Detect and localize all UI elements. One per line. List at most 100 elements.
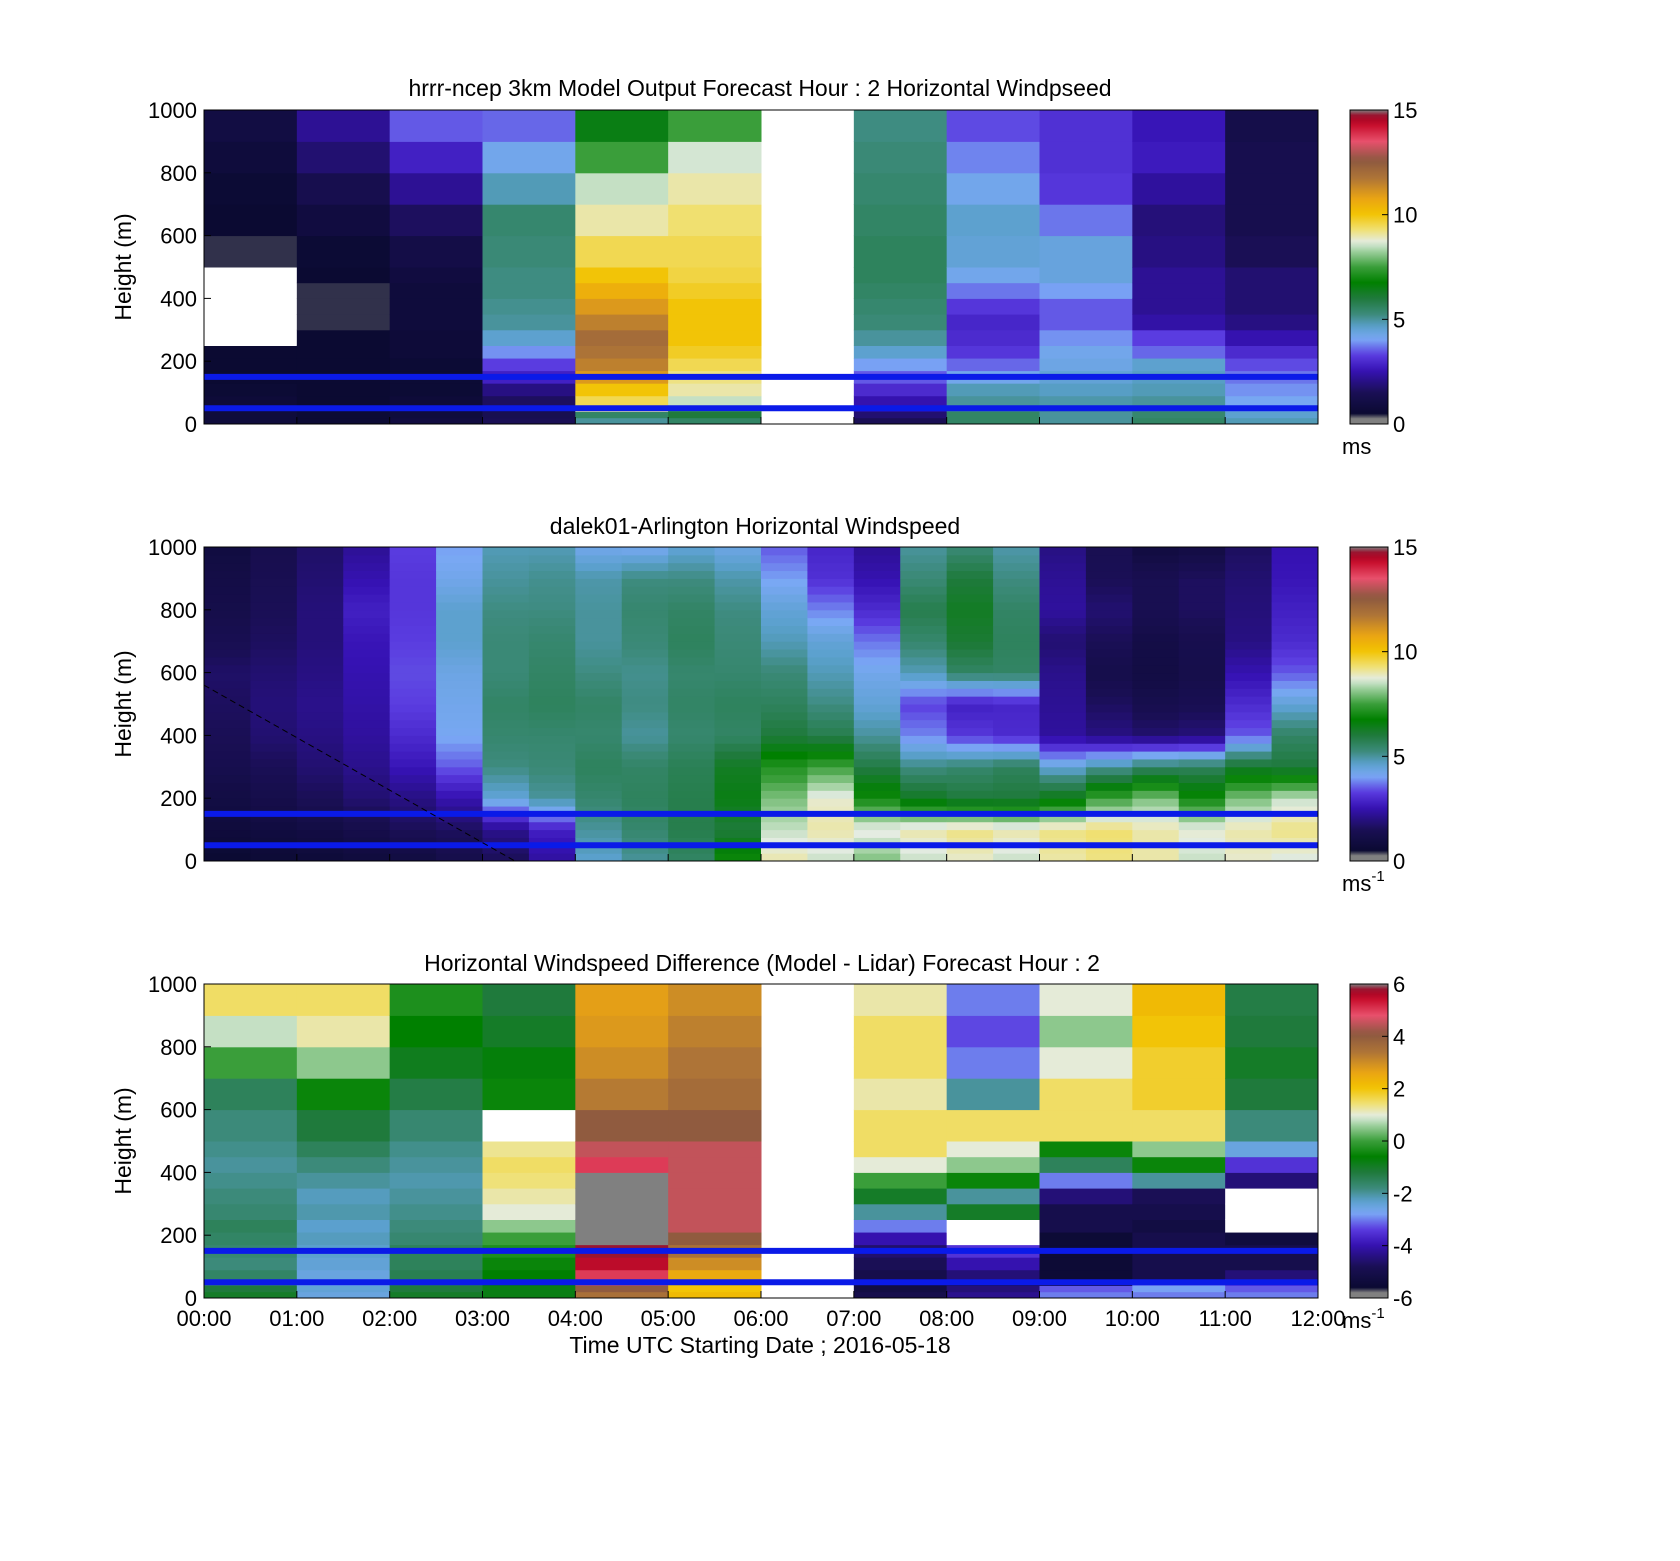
heatmap-cell [946,1046,1040,1079]
heatmap-cell [343,625,391,634]
heatmap-cell [621,656,669,666]
heatmap-cell [389,204,483,237]
heatmap-cell [204,345,298,359]
heatmap-cell [1132,1269,1226,1280]
x-tick-label: 06:00 [733,1306,788,1331]
heatmap-cell [296,798,344,807]
heatmap-cell [1039,1219,1133,1233]
heatmap-cell [389,735,437,744]
heatmap-cell [575,314,669,331]
heatmap-cell [575,798,623,807]
heatmap-cell [1225,267,1319,284]
heatmap-cell [204,570,251,579]
panel-lidar-title: dalek01-Arlington Horizontal Windspeed [550,513,960,539]
panel-difference-x-label: Time UTC Starting Date ; 2016-05-18 [569,1332,950,1358]
heatmap-cell [1039,411,1133,419]
heatmap-cell [946,751,994,760]
heatmap-cell [1225,782,1273,791]
heatmap-cell [482,727,530,736]
heatmap-cell [343,727,391,736]
heatmap-cell [946,267,1040,284]
heatmap-cell [993,758,1040,768]
heatmap-cell [482,1291,576,1299]
heatmap-cell [436,766,483,776]
heatmap-cell [343,664,391,674]
heatmap-cell [993,688,1040,697]
heatmap-cell [668,727,716,736]
heatmap-cell [807,547,855,556]
heatmap-cell [900,813,948,823]
heatmap-cell [1039,790,1087,799]
heatmap-cell [946,649,994,658]
heatmap-cell [993,656,1040,666]
heatmap-cell [1085,837,1133,846]
heatmap-cell [436,586,483,595]
heatmap-cell [1132,1172,1226,1189]
heatmap-cell [482,696,530,705]
heatmap-cell [389,758,437,768]
heatmap-cell [1225,751,1273,760]
y-tick-label: 400 [160,723,197,748]
heatmap-cell [204,656,251,666]
heatmap-cell [1039,656,1087,666]
heatmap-cell [761,743,808,752]
heatmap-cell [1225,1172,1319,1189]
heatmap-cell [575,411,669,419]
heatmap-cell [343,790,391,799]
heatmap-cell [204,984,298,1016]
heatmap-cell [1132,1156,1226,1173]
heatmap-cell [668,417,762,425]
heatmap-cell [296,298,391,315]
heatmap-cell [853,704,901,713]
heatmap-cell [668,267,762,284]
heatmap-cell [1271,837,1319,846]
heatmap-cell [668,282,762,299]
heatmap-cell [761,547,808,556]
heatmap-cell [296,235,391,268]
heatmap-cell [1132,837,1180,846]
heatmap-cell [343,570,391,579]
heatmap-cell [900,696,948,705]
heatmap-cell [575,656,623,666]
heatmap-cell [668,641,716,650]
heatmap-cell [946,735,994,744]
heatmap-cell [946,680,994,689]
heatmap-cell [761,774,808,783]
heatmap-cell [1225,1156,1319,1173]
panel-model-y-label: Height (m) [110,213,136,320]
heatmap-cell [807,711,855,721]
heatmap-cell-missing [946,1232,1040,1246]
heatmap-cell [1178,758,1226,768]
heatmap-cell [575,774,623,783]
heatmap-cell [853,1015,948,1048]
heatmap-cell [1132,617,1180,626]
heatmap-cell [436,601,483,611]
heatmap-cell [575,547,623,556]
heatmap-cell [1085,821,1133,831]
x-tick-label: 07:00 [826,1306,881,1331]
heatmap-cell [1132,586,1180,595]
heatmap-cell [1225,411,1319,419]
heatmap-cell [621,774,669,783]
heatmap-cell [621,641,669,650]
heatmap-cell [389,417,483,425]
heatmap-cell [853,821,901,831]
heatmap-cell [1132,547,1180,556]
heatmap-cell [1132,806,1180,815]
heatmap-cell [250,664,298,674]
heatmap-cell [528,672,576,681]
heatmap-cell [1225,617,1273,626]
heatmap-cell [946,172,1040,205]
heatmap-cell [436,758,483,768]
heatmap-cell [482,204,576,237]
heatmap-cell [204,1015,298,1048]
heatmap-cell [1039,672,1087,681]
heatmap-cell [668,806,716,815]
heatmap-cell [946,829,994,838]
heatmap-cell [668,1188,762,1205]
heatmap-cell [1271,774,1319,783]
heatmap-cell [204,696,251,705]
heatmap-cell [250,766,298,776]
heatmap-cell [296,314,391,331]
heatmap-cell [1225,641,1273,650]
